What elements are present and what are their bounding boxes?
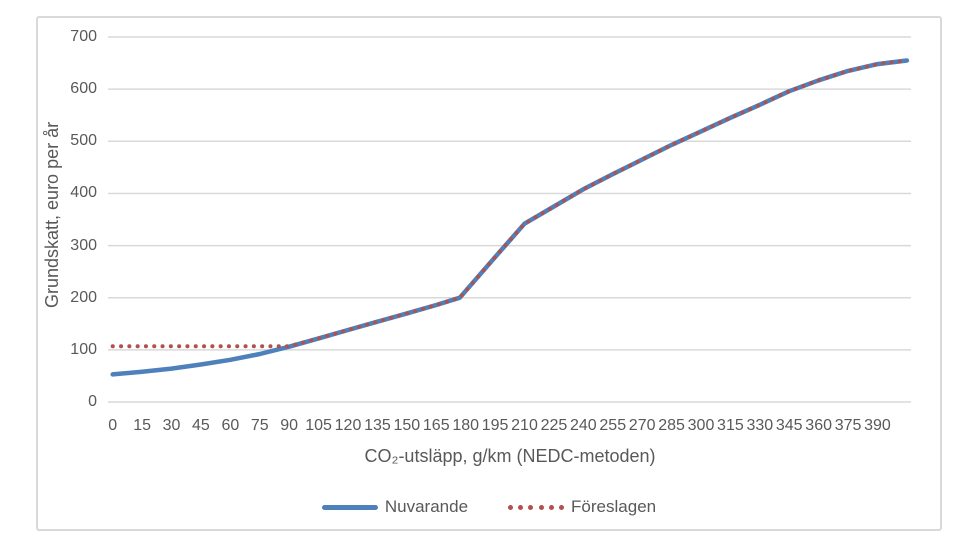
x-tick-label: 45	[192, 417, 210, 434]
x-tick-label: 180	[452, 417, 480, 434]
x-axis-title: CO₂-utsläpp, g/km (NEDC-metoden)	[364, 446, 656, 466]
y-tick-label: 400	[70, 184, 97, 202]
x-tick-label: 165	[422, 417, 450, 434]
x-tick-label: 150	[393, 417, 421, 434]
y-tick-label: 700	[70, 28, 97, 46]
x-tick-label: 90	[280, 417, 299, 434]
y-tick-label: 500	[70, 132, 97, 150]
y-tick-label: 300	[70, 236, 97, 254]
y-tick-label: 100	[70, 340, 97, 358]
x-tick-label: 330	[746, 417, 774, 434]
y-tick-label: 600	[70, 80, 97, 98]
legend-label: Nuvarande	[384, 497, 469, 516]
x-tick-label: 105	[305, 417, 332, 434]
x-tick-label: 195	[481, 417, 509, 434]
legend: Nuvarande Föreslagen	[36, 497, 942, 517]
legend-label: Föreslagen	[571, 497, 657, 516]
x-tick-label: 75	[250, 417, 269, 434]
legend-item-nuvarande: Nuvarande	[321, 497, 469, 517]
legend-item-foreslagen: Föreslagen	[508, 497, 656, 517]
x-tick-label: 15	[133, 417, 151, 434]
y-tick-label: 0	[88, 393, 97, 410]
dotted-line-swatch-icon	[508, 504, 564, 510]
x-tick-label: 270	[628, 417, 656, 434]
x-tick-label: 30	[162, 417, 181, 434]
x-tick-label: 360	[805, 417, 832, 434]
x-tick-label: 240	[569, 417, 597, 434]
x-tick-label: 300	[687, 417, 715, 434]
x-tick-label: 315	[717, 417, 744, 434]
x-tick-label: 375	[834, 417, 862, 434]
x-tick-label: 390	[864, 417, 891, 434]
x-tick-label: 345	[775, 417, 803, 434]
x-tick-label: 210	[511, 417, 538, 434]
x-tick-label: 0	[108, 417, 118, 434]
y-tick-label: 200	[70, 288, 97, 306]
y-axis-title: Grundskatt, euro per år	[42, 121, 62, 309]
x-tick-label: 120	[334, 417, 362, 434]
x-tick-label: 225	[540, 417, 568, 434]
x-tick-label: 255	[599, 417, 627, 434]
x-tick-label: 285	[658, 417, 685, 434]
x-tick-label: 60	[221, 417, 240, 434]
solid-line-swatch-icon	[321, 504, 378, 510]
x-tick-label: 135	[364, 417, 391, 434]
